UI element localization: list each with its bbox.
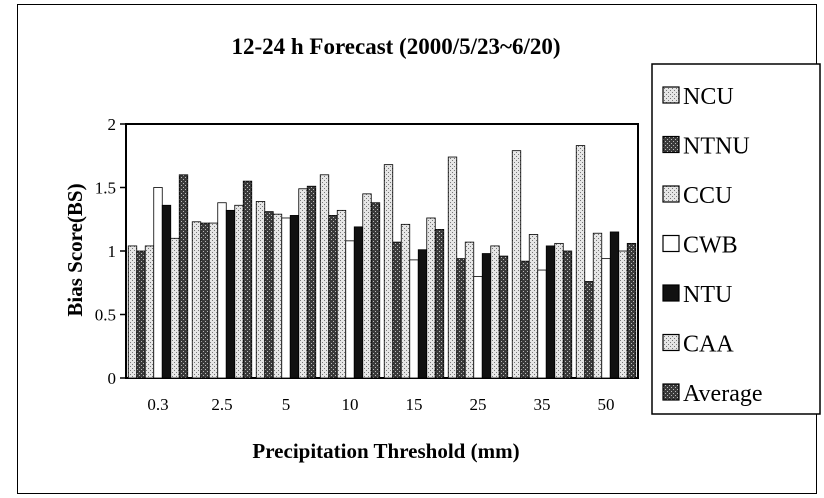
legend-swatch-ntnu: [662, 135, 680, 154]
bar-ccu-25: [464, 241, 475, 379]
x-tick-label: 35: [534, 395, 551, 414]
bar-average-0.3: [178, 174, 189, 379]
bar-ncu-0.3: [127, 245, 138, 379]
bar-cwb-35: [537, 269, 547, 379]
bar-ccu-2.5: [208, 222, 219, 379]
x-tick-label: 15: [406, 395, 423, 414]
bar-ncu-15: [383, 164, 394, 379]
bar-ntnu-0.3: [136, 250, 146, 379]
bar-ntnu-10: [328, 215, 338, 379]
x-tick-label: 2.5: [211, 395, 232, 414]
bar-caa-5: [298, 188, 308, 379]
bar-ncu-10: [319, 174, 330, 379]
legend-label-ntu: NTU: [683, 282, 732, 308]
legend-label-average: Average: [683, 381, 763, 407]
bar-caa-10: [362, 193, 372, 379]
y-tick-label: 1: [108, 242, 117, 261]
bar-ccu-35: [528, 234, 539, 379]
bar-ncu-35: [511, 150, 522, 379]
bar-ntu-2.5: [225, 209, 236, 379]
bar-ntu-50: [609, 231, 620, 379]
bar-ccu-5: [272, 213, 283, 379]
bar-ntu-10: [353, 226, 364, 379]
legend-label-ntnu: NTNU: [683, 134, 750, 160]
legend-swatch-cwb: [662, 234, 680, 253]
legend-box: [651, 63, 821, 415]
bar-ncu-50: [575, 145, 586, 379]
bar-cwb-5: [281, 217, 291, 379]
bar-ccu-0.3: [144, 245, 155, 379]
bar-average-2.5: [242, 180, 253, 379]
bar-average-15: [434, 229, 445, 379]
bar-ntnu-35: [520, 260, 530, 379]
bar-ccu-10: [336, 209, 347, 379]
legend-swatch-ncu: [662, 86, 680, 104]
bar-average-50: [626, 242, 637, 379]
bar-ccu-15: [400, 223, 411, 379]
bar-ntnu-50: [584, 281, 594, 379]
legend-swatch-caa: [662, 333, 680, 352]
bar-caa-15: [426, 217, 436, 379]
plot-area: 0 0.5 1 1.5 2 0.3 2.5 5 10 15 25 35 50: [95, 115, 639, 414]
legend-swatch-ccu: [662, 185, 680, 203]
bar-cwb-10: [345, 240, 355, 379]
legend-label-ncu: NCU: [683, 84, 734, 110]
bar-caa-25: [490, 245, 500, 379]
bar-cwb-0.3: [153, 187, 163, 379]
bar-caa-35: [554, 242, 564, 379]
bar-ntnu-15: [392, 241, 402, 379]
bar-average-35: [562, 250, 573, 379]
bar-cwb-50: [601, 258, 611, 379]
bar-caa-0.3: [170, 237, 180, 379]
bar-ntnu-2.5: [200, 222, 210, 379]
bar-ntu-5: [289, 215, 300, 379]
legend-label-cwb: CWB: [683, 233, 738, 259]
bar-ncu-25: [447, 156, 458, 379]
legend-label-caa: CAA: [683, 332, 734, 358]
bar-average-25: [498, 255, 509, 379]
bar-cwb-25: [473, 275, 483, 379]
bar-average-5: [306, 185, 317, 379]
bar-ntu-0.3: [161, 204, 172, 379]
y-axis-label: Bias Score(BS): [63, 183, 87, 316]
x-tick-label: 10: [342, 395, 359, 414]
bar-ntnu-5: [264, 211, 274, 379]
legend: NCU NTNU CCU CWB NTU CAA Average: [651, 63, 821, 415]
legend-label-ccu: CCU: [683, 183, 732, 209]
bar-ntu-35: [545, 245, 556, 379]
bar-caa-2.5: [234, 204, 244, 379]
bar-ntnu-25: [456, 258, 466, 379]
bar-average-10: [370, 202, 381, 379]
bar-ncu-2.5: [191, 221, 202, 379]
x-axis-label: Precipitation Threshold (mm): [252, 439, 519, 463]
bar-ntu-25: [481, 253, 492, 379]
bar-caa-50: [618, 250, 628, 379]
x-tick-label: 5: [282, 395, 291, 414]
y-tick-label: 0: [108, 369, 117, 388]
bar-cwb-2.5: [217, 202, 227, 379]
legend-swatch-ntu: [662, 284, 680, 302]
chart-title: 12-24 h Forecast (2000/5/23~6/20): [231, 34, 560, 59]
bar-cwb-15: [409, 259, 419, 379]
y-tick-label: 1.5: [95, 179, 116, 198]
y-tick-label: 2: [108, 115, 117, 134]
bar-ntu-15: [417, 249, 428, 379]
x-tick-label: 0.3: [147, 395, 168, 414]
legend-swatch-average: [662, 383, 680, 401]
x-tick-label: 50: [598, 395, 615, 414]
bar-ncu-5: [255, 201, 266, 379]
x-tick-label: 25: [470, 395, 487, 414]
y-tick-label: 0.5: [95, 306, 116, 325]
bar-ccu-50: [592, 232, 603, 379]
